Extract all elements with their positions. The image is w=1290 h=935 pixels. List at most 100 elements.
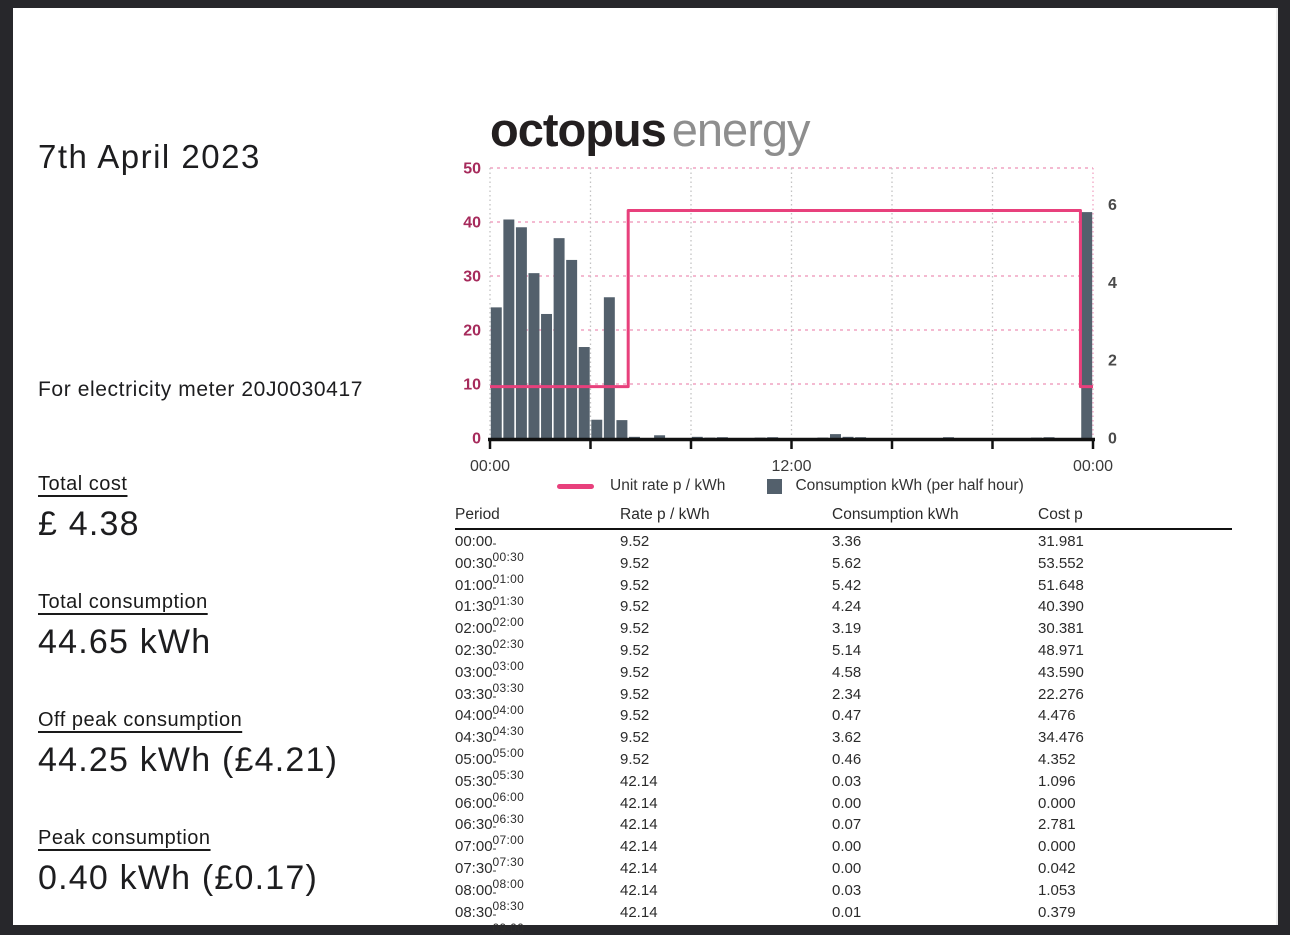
cell-consumption: 0.00 — [832, 838, 861, 855]
consumption-bar — [1081, 212, 1092, 438]
cell-rate: 9.52 — [620, 555, 649, 572]
column-header-period: Period — [455, 506, 500, 524]
half-hourly-usage-table: Period Rate p / kWh Consumption kWh Cost… — [455, 506, 1245, 922]
svg-text:10: 10 — [463, 377, 481, 394]
legend-unit-rate-label: Unit rate p / kWh — [610, 477, 725, 495]
cell-cost: 2.781 — [1038, 816, 1076, 833]
stat-value: 44.65 kWh — [38, 623, 211, 662]
cell-rate: 42.14 — [620, 882, 658, 899]
cell-cost: 4.476 — [1038, 707, 1076, 724]
cell-rate: 42.14 — [620, 838, 658, 855]
consumption-bar — [591, 420, 602, 438]
stat-label: Total consumption — [38, 591, 211, 614]
cell-period: 02:00 - 02:30 — [455, 620, 493, 637]
column-header-cost: Cost p — [1038, 506, 1083, 524]
cell-consumption: 0.46 — [832, 751, 861, 768]
cell-period: 01:00 - 01:30 — [455, 577, 493, 594]
svg-text:40: 40 — [463, 215, 481, 232]
cell-period: 05:00 - 05:30 — [455, 751, 493, 768]
legend-consumption-label: Consumption kWh (per half hour) — [795, 477, 1023, 495]
cell-consumption: 0.00 — [832, 860, 861, 877]
report-date: 7th April 2023 — [38, 138, 261, 176]
meter-identifier: For electricity meter 20J0030417 — [38, 378, 363, 402]
cell-cost: 1.096 — [1038, 773, 1076, 790]
cell-period: 07:30 - 08:00 — [455, 860, 493, 877]
cell-period: 06:30 - 07:00 — [455, 816, 493, 833]
cell-consumption: 3.36 — [832, 533, 861, 550]
stat-value: £ 4.38 — [38, 505, 140, 544]
cell-rate: 42.14 — [620, 904, 658, 921]
cell-period: 02:30 - 03:00 — [455, 642, 493, 659]
cell-rate: 9.52 — [620, 577, 649, 594]
cell-cost: 43.590 — [1038, 664, 1084, 681]
consumption-bar — [528, 273, 539, 438]
cell-period: 05:30 - 06:00 — [455, 773, 493, 790]
consumption-bar — [566, 260, 577, 438]
stat-off-peak-consumption: Off peak consumption 44.25 kWh (£4.21) — [38, 709, 338, 780]
table-row: 07:00 - 07:30 42.14 0.00 0.000 — [455, 835, 1245, 857]
report-page: 7th April 2023 For electricity meter 20J… — [13, 8, 1278, 925]
cell-cost: 4.352 — [1038, 751, 1076, 768]
consumption-bar — [554, 238, 565, 438]
cell-consumption: 0.01 — [832, 904, 861, 921]
cell-period: 06:00 - 06:30 — [455, 795, 493, 812]
svg-text:0: 0 — [1108, 431, 1117, 448]
cell-period: 04:30 - 05:00 — [455, 729, 493, 746]
cell-period: 00:30 - 01:00 — [455, 555, 493, 572]
cell-rate: 9.52 — [620, 598, 649, 615]
cell-rate: 9.52 — [620, 642, 649, 659]
svg-text:20: 20 — [463, 323, 481, 340]
svg-text:30: 30 — [463, 269, 481, 286]
svg-text:6: 6 — [1108, 197, 1117, 214]
svg-text:2: 2 — [1108, 353, 1117, 370]
stat-total-cost: Total cost £ 4.38 — [38, 473, 140, 544]
unit-rate-line-swatch-icon — [557, 484, 594, 489]
cell-cost: 51.648 — [1038, 577, 1084, 594]
cell-rate: 9.52 — [620, 686, 649, 703]
chart-legend: Unit rate p / kWh Consumption kWh (per h… — [557, 476, 1024, 496]
consumption-bar — [491, 307, 502, 438]
cell-cost: 40.390 — [1038, 598, 1084, 615]
svg-text:0: 0 — [472, 431, 481, 448]
cell-cost: 1.053 — [1038, 882, 1076, 899]
stat-value: 44.25 kWh (£4.21) — [38, 741, 338, 780]
svg-text:12:00: 12:00 — [771, 458, 811, 475]
cell-period: 04:00 - 04:30 — [455, 707, 493, 724]
cell-rate: 9.52 — [620, 729, 649, 746]
cell-consumption: 4.24 — [832, 598, 861, 615]
cell-period: 07:00 - 07:30 — [455, 838, 493, 855]
cell-rate: 9.52 — [620, 620, 649, 637]
cell-consumption: 3.19 — [832, 620, 861, 637]
cell-rate: 9.52 — [620, 664, 649, 681]
cell-cost: 0.000 — [1038, 795, 1076, 812]
consumption-square-swatch-icon — [767, 479, 782, 494]
cell-rate: 42.14 — [620, 816, 658, 833]
cell-cost: 53.552 — [1038, 555, 1084, 572]
cell-cost: 0.000 — [1038, 838, 1076, 855]
stat-value: 0.40 kWh (£0.17) — [38, 859, 318, 898]
consumption-bar — [830, 434, 841, 438]
cell-cost: 0.379 — [1038, 904, 1076, 921]
cell-cost: 34.476 — [1038, 729, 1084, 746]
cell-rate: 42.14 — [620, 773, 658, 790]
consumption-bar — [503, 219, 514, 438]
svg-text:00:00: 00:00 — [470, 458, 510, 475]
cell-cost: 22.276 — [1038, 686, 1084, 703]
stat-label: Peak consumption — [38, 827, 318, 850]
